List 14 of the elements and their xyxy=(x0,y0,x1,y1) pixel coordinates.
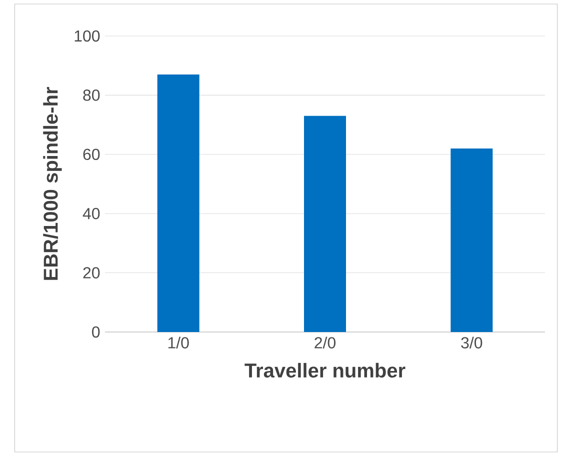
bar xyxy=(157,74,200,332)
x-axis-title: Traveller number xyxy=(244,362,406,378)
bar xyxy=(450,148,493,332)
y-tick-label: 20 xyxy=(83,267,100,278)
bar xyxy=(304,116,346,332)
y-tick-label: 100 xyxy=(74,30,100,42)
x-tick-label: 2/0 xyxy=(314,336,336,348)
x-tick-label: 3/0 xyxy=(461,336,482,348)
y-tick-label: 40 xyxy=(82,208,100,220)
y-tick-label: 0 xyxy=(92,326,100,338)
x-tick-label: 1/0 xyxy=(168,336,189,348)
y-tick-label: 80 xyxy=(83,90,100,101)
y-tick-label: 60 xyxy=(83,148,100,160)
y-axis-title: EBR/1000 spindle-hr xyxy=(43,87,62,280)
